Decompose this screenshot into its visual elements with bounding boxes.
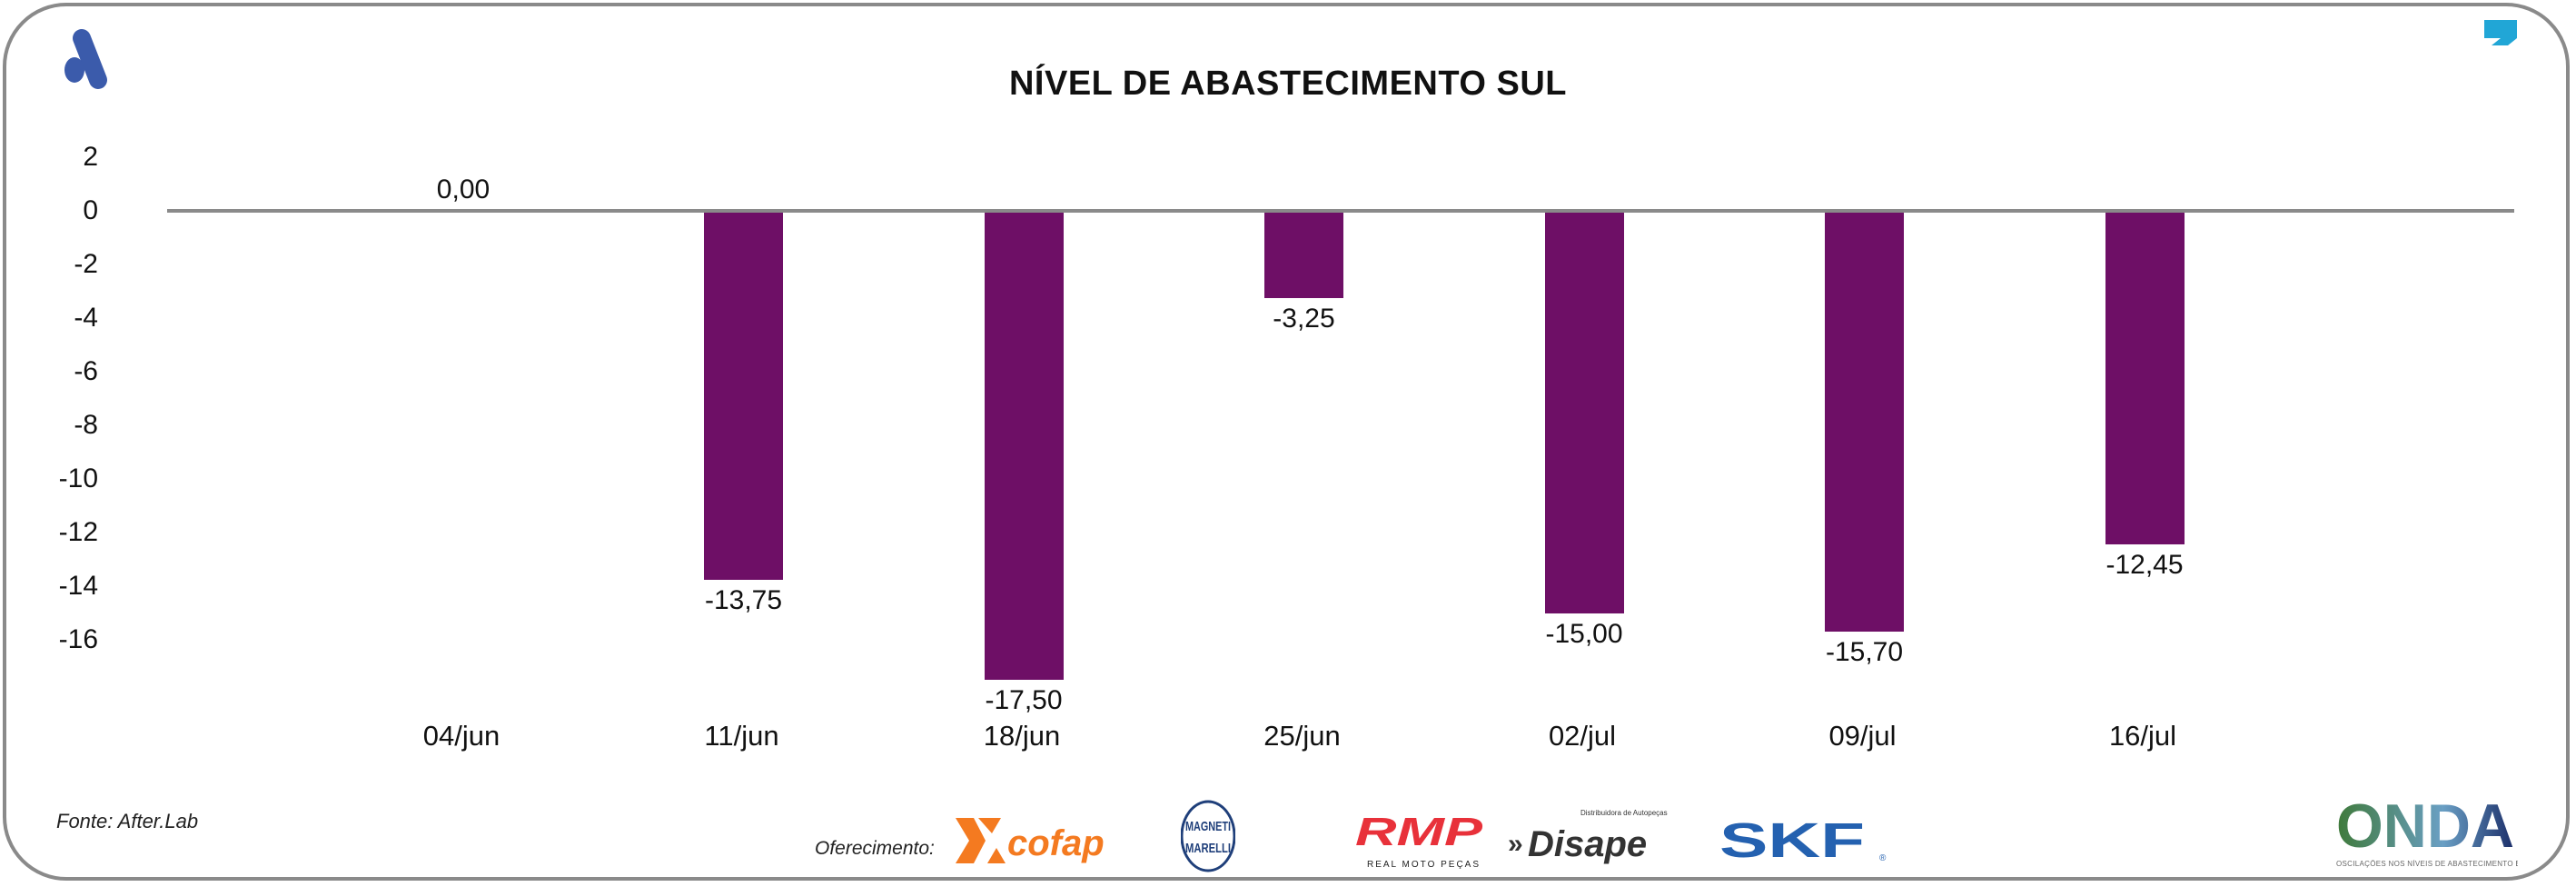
onda-logo: ONDA — [2336, 792, 2514, 854]
comma-logo — [2484, 20, 2517, 45]
bar — [1264, 211, 1343, 298]
data-label: -12,45 — [2105, 550, 2184, 581]
x-tick-label: 09/jul — [1828, 720, 1897, 752]
cofap-logo: cofap — [956, 818, 1105, 863]
chart-frame — [3, 3, 2570, 881]
y-tick-label: -6 — [74, 356, 98, 386]
y-tick-label: -2 — [74, 249, 98, 279]
svg-text:Disape: Disape — [1528, 824, 1647, 864]
svg-text:cofap: cofap — [1007, 823, 1105, 863]
after-lab-logo — [64, 29, 107, 89]
bar — [2105, 211, 2185, 545]
bar — [1544, 211, 1624, 613]
disape-logo: Distribuidora de Autopeças » Disape — [1508, 809, 1668, 864]
x-tick-label: 11/jun — [704, 720, 779, 752]
x-tick-label: 04/jun — [422, 720, 500, 752]
y-tick-label: -4 — [74, 303, 98, 333]
y-tick-label: -12 — [58, 517, 98, 547]
skf-logo: SKF ® — [1719, 813, 1887, 863]
data-label: -15,00 — [1545, 618, 1623, 649]
data-label: -3,25 — [1273, 303, 1335, 334]
x-tick-label: 02/jul — [1548, 720, 1617, 752]
y-tick-label: 2 — [83, 142, 98, 172]
x-tick-label: 18/jun — [983, 720, 1061, 752]
y-tick-label: -10 — [58, 463, 98, 493]
rmp-logo: RMP REAL MOTO PEÇAS — [1355, 810, 1483, 870]
bar — [704, 211, 783, 580]
data-label: -13,75 — [704, 584, 783, 615]
y-tick-label: -8 — [74, 410, 98, 440]
magneti-marelli-logo: MAGNETI MARELLI — [1181, 800, 1235, 872]
chart-title: NÍVEL DE ABASTECIMENTO SUL — [1008, 65, 1568, 103]
data-label: 0,00 — [436, 174, 490, 204]
bar — [984, 211, 1064, 681]
svg-text:SKF: SKF — [1719, 813, 1865, 863]
zero-axis-line — [167, 209, 2514, 213]
source-note: Fonte: After.Lab — [56, 810, 199, 832]
svg-text:»: » — [1508, 829, 1523, 859]
svg-text:MARELLI: MARELLI — [1185, 841, 1231, 856]
sponsor-label: Oferecimento: — [815, 838, 935, 859]
onda-tagline: OSCILAÇÕES NOS NÍVEIS DE ABASTECIMENTO E… — [2336, 860, 2518, 868]
y-tick-label: 0 — [83, 195, 98, 225]
svg-text:®: ® — [1879, 853, 1887, 863]
x-tick-label: 16/jul — [2108, 720, 2177, 752]
svg-text:MAGNETI: MAGNETI — [1185, 819, 1231, 834]
data-label: -17,50 — [985, 685, 1063, 716]
y-tick-label: -16 — [58, 624, 98, 654]
svg-text:REAL MOTO PEÇAS: REAL MOTO PEÇAS — [1367, 860, 1481, 870]
data-label: -15,70 — [1825, 637, 1904, 668]
svg-text:RMP: RMP — [1355, 810, 1483, 854]
bar — [1825, 211, 1904, 633]
svg-text:Distribuidora de Autopeças: Distribuidora de Autopeças — [1580, 809, 1668, 817]
svg-text:ONDA: ONDA — [2336, 792, 2514, 854]
x-tick-label: 25/jun — [1263, 720, 1341, 752]
y-tick-label: -14 — [58, 571, 98, 601]
